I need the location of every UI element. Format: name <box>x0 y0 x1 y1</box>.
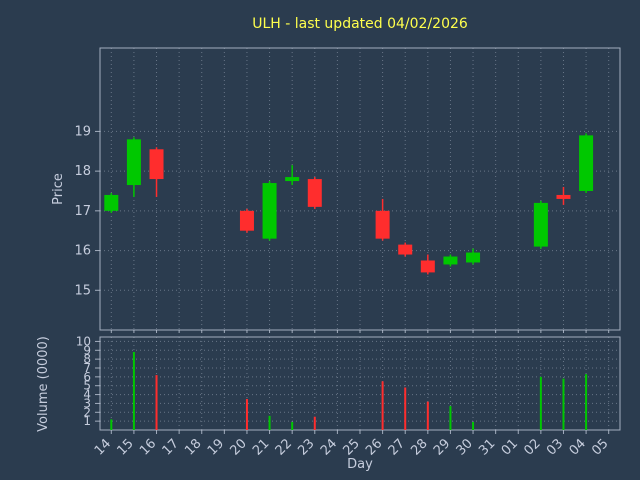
volume-tick-label: 3 <box>83 396 91 410</box>
x-tick-label: 05 <box>589 436 611 458</box>
x-tick-label: 24 <box>318 436 340 458</box>
x-tick-label: 04 <box>567 436 589 458</box>
price-tick-label: 17 <box>74 204 91 219</box>
x-tick-label: 16 <box>137 436 159 458</box>
x-tick-label: 27 <box>386 436 408 458</box>
volume-tick-label: 1 <box>83 414 91 428</box>
volume-tick-label: 5 <box>83 379 91 393</box>
volume-tick-label: 7 <box>83 361 91 375</box>
x-tick-label: 26 <box>363 436 385 458</box>
candle-body <box>285 177 300 182</box>
candle-body <box>239 210 254 231</box>
chart-title: ULH - last updated 04/02/2026 <box>252 16 468 32</box>
volume-tick-label: 8 <box>83 352 91 366</box>
x-tick-label: 01 <box>499 436 521 458</box>
x-tick-label: 21 <box>250 436 272 458</box>
x-tick-label: 15 <box>114 436 136 458</box>
x-tick-label: 20 <box>227 436 249 458</box>
x-tick-label: 19 <box>205 436 227 458</box>
candle-body <box>579 135 594 191</box>
x-tick-label: 14 <box>92 436 114 458</box>
candle-body <box>104 194 119 211</box>
x-tick-label: 31 <box>476 436 498 458</box>
candle-body <box>126 139 141 186</box>
price-axis-label: Price <box>51 173 66 205</box>
x-tick-label: 28 <box>408 436 430 458</box>
x-tick-label: 29 <box>431 436 453 458</box>
candle-body <box>556 194 571 199</box>
volume-axis-label: Volume (0000) <box>36 336 51 432</box>
volume-tick-label: 2 <box>83 405 91 419</box>
candle-body <box>443 256 458 265</box>
price-tick-label: 16 <box>74 244 91 259</box>
volume-plot-frame <box>99 336 621 431</box>
candle-body <box>466 252 481 263</box>
candle-body <box>307 179 322 207</box>
candle-body <box>375 210 390 239</box>
candle-body <box>149 149 164 180</box>
plot-area: 14 15 16 17 18 19 20 21 22 23 24 25 26 27 28 29 30 31 01 02… <box>74 47 621 459</box>
x-axis-label: Day <box>347 457 373 472</box>
x-tick-label: 22 <box>273 436 295 458</box>
x-tick-label: 03 <box>544 436 566 458</box>
x-tick-label: 30 <box>454 436 476 458</box>
candle-body <box>262 183 277 239</box>
x-tick-label: 02 <box>521 436 543 458</box>
price-tick-label: 19 <box>74 124 91 139</box>
x-tick-label: 23 <box>295 436 317 458</box>
price-plot-frame <box>99 47 621 331</box>
candle-body <box>420 260 435 273</box>
volume-tick-label: 6 <box>83 370 91 384</box>
volume-tick-label: 4 <box>83 388 91 402</box>
x-tick-label: 25 <box>341 436 363 458</box>
price-tick-label: 15 <box>74 283 91 298</box>
volume-tick-label: 9 <box>83 343 91 357</box>
x-tick-label: 18 <box>182 436 204 458</box>
candle-body <box>533 202 548 247</box>
x-tick-label: 17 <box>160 436 182 458</box>
price-tick-label: 18 <box>74 164 91 179</box>
volume-tick-label: 10 <box>76 334 91 348</box>
candle-body <box>398 244 413 255</box>
